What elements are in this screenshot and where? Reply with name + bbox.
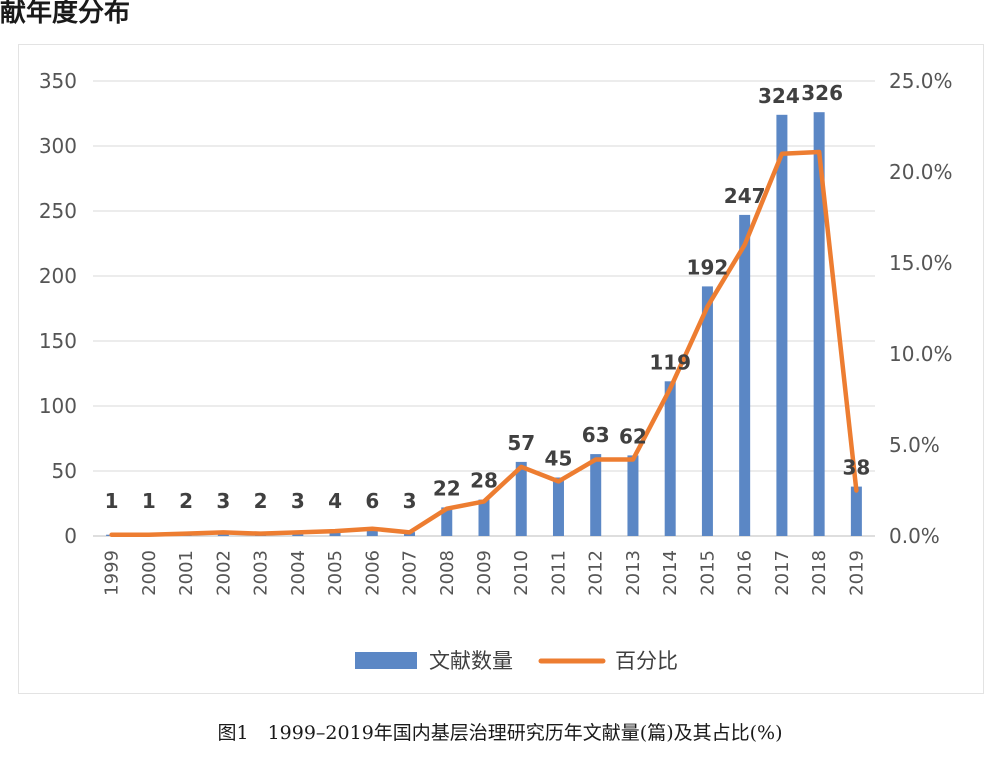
y-right-tick-label: 25.0% <box>889 69 953 93</box>
y-left-tick-label: 300 <box>39 134 77 158</box>
bar <box>627 455 639 536</box>
data-label: 326 <box>801 81 843 105</box>
x-tick-label: 2011 <box>548 550 569 596</box>
bar <box>739 214 751 536</box>
bar <box>366 528 378 536</box>
x-tick-label: 2018 <box>809 550 830 596</box>
data-label: 1 <box>105 489 119 513</box>
y-left-tick-label: 0 <box>64 524 77 548</box>
y-right-tick-label: 15.0% <box>889 251 953 275</box>
bar <box>478 499 490 536</box>
x-tick-label: 2016 <box>735 550 756 596</box>
data-label: 28 <box>470 469 498 493</box>
y-left-tick-label: 50 <box>52 459 77 483</box>
x-tick-label: 2007 <box>400 550 421 596</box>
x-tick-label: 2006 <box>362 550 383 596</box>
bar <box>701 286 713 536</box>
x-tick-label: 2012 <box>586 550 607 596</box>
y-left-tick-label: 100 <box>39 394 77 418</box>
figure-caption: 图1 1999–2019年国内基层治理研究历年文献量(篇)及其占比(%) <box>217 722 783 744</box>
x-tick-label: 2017 <box>772 550 793 596</box>
y-left-tick-label: 200 <box>39 264 77 288</box>
bar <box>664 381 676 536</box>
data-label: 6 <box>365 489 379 513</box>
bar <box>515 461 527 536</box>
bar <box>441 507 453 536</box>
data-label: 22 <box>433 476 461 500</box>
bar <box>776 114 788 537</box>
data-label: 62 <box>619 424 647 448</box>
y-left-tick-label: 350 <box>39 69 77 93</box>
percent-line <box>109 149 859 537</box>
x-tick-label: 2019 <box>846 550 867 596</box>
data-label: 1 <box>142 489 156 513</box>
bar <box>590 454 602 536</box>
x-tick-label: 2015 <box>697 550 718 596</box>
bar <box>850 486 862 536</box>
x-tick-label: 2010 <box>511 550 532 596</box>
data-label: 2 <box>254 489 268 513</box>
x-tick-label: 2008 <box>437 550 458 596</box>
y-right-tick-label: 20.0% <box>889 160 953 184</box>
bar <box>813 112 825 536</box>
data-label: 57 <box>507 431 535 455</box>
data-label: 3 <box>403 489 417 513</box>
bar <box>329 530 341 536</box>
chart-frame: 0 50 100 150 200 250 300 350 0.0% 5.0% 10.0% 15.0% 2… <box>18 44 984 694</box>
legend-label: 文献数量 <box>429 649 513 673</box>
x-tick-label: 1999 <box>102 550 123 596</box>
x-tick-label: 2014 <box>660 550 681 596</box>
x-tick-label: 2009 <box>474 550 495 596</box>
bar <box>552 477 564 536</box>
legend-label: 百分比 <box>615 649 678 673</box>
legend-bar-swatch <box>355 652 417 669</box>
x-tick-label: 2003 <box>251 550 272 596</box>
x-tick-label: 2005 <box>325 550 346 596</box>
data-label: 4 <box>328 489 342 513</box>
y-right-tick-label: 5.0% <box>889 433 940 457</box>
data-label: 38 <box>842 456 870 480</box>
data-label: 119 <box>649 350 691 374</box>
data-label: 247 <box>724 184 766 208</box>
page-heading: 献年度分布 <box>0 0 131 28</box>
data-label: 63 <box>582 423 610 447</box>
x-tick-label: 2000 <box>139 550 160 596</box>
x-tick-label: 2004 <box>288 550 309 596</box>
y-right-tick-label: 10.0% <box>889 342 953 366</box>
y-left-tick-label: 250 <box>39 199 77 223</box>
data-label: 324 <box>758 84 800 108</box>
data-label: 2 <box>179 489 193 513</box>
y-right-tick-label: 0.0% <box>889 524 940 548</box>
data-label: 192 <box>687 255 729 279</box>
data-label: 45 <box>545 447 573 471</box>
combo-chart: 0 50 100 150 200 250 300 350 0.0% 5.0% 10.0% 15.0% 2… <box>39 69 953 673</box>
x-tick-label: 2013 <box>623 550 644 596</box>
data-label: 3 <box>291 489 305 513</box>
data-label: 3 <box>216 489 230 513</box>
y-left-tick-label: 150 <box>39 329 77 353</box>
x-tick-label: 2002 <box>213 550 234 596</box>
x-tick-label: 2001 <box>176 550 197 596</box>
